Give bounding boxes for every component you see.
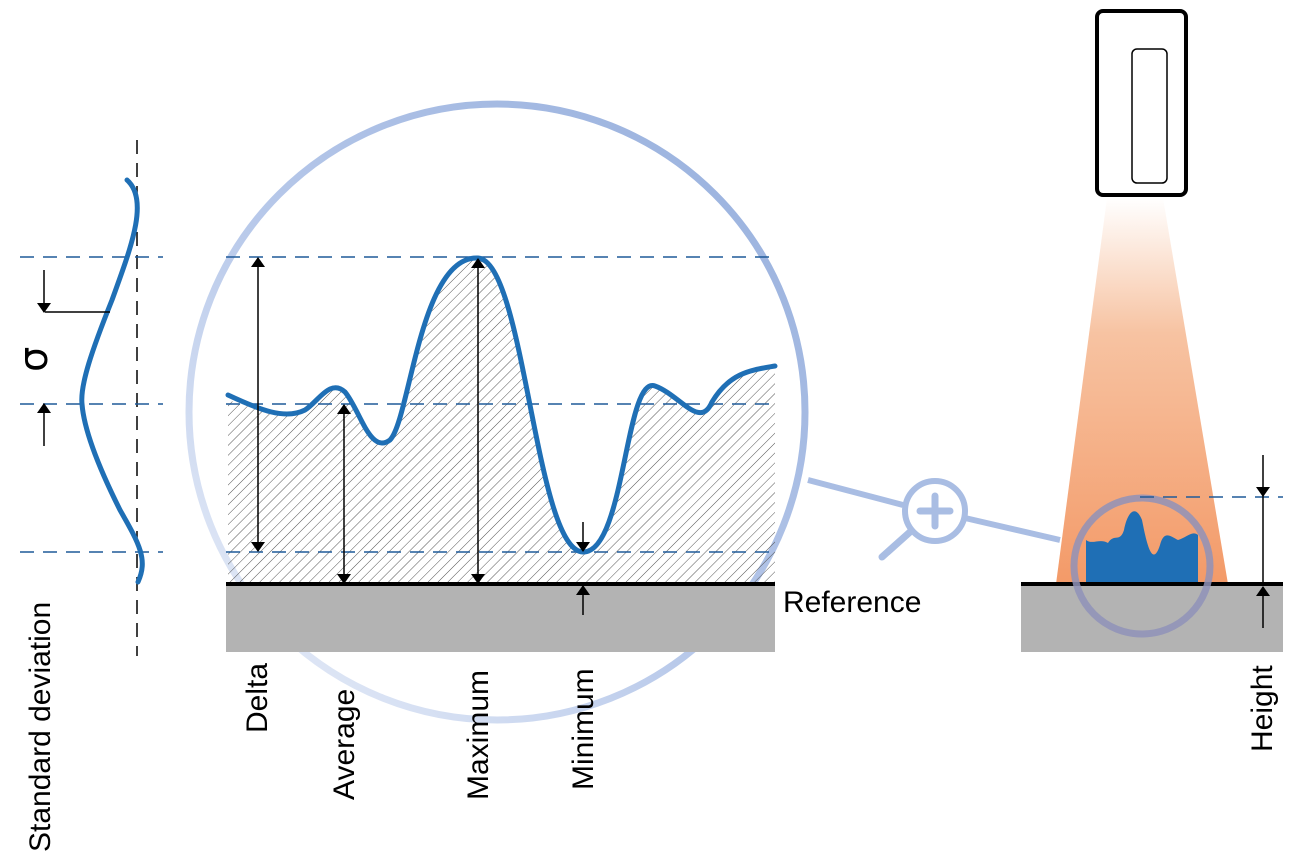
sigma-symbol: σ [11, 347, 57, 372]
reference-ground [226, 584, 775, 652]
sample-ground [1021, 584, 1283, 652]
height-panel: Height [1021, 9, 1283, 752]
standard-deviation-label: Standard deviation [24, 602, 57, 852]
sensor-device-icon [1095, 9, 1188, 197]
delta-label: Delta [241, 663, 274, 733]
standard-deviation-panel: σ Standard deviation [11, 140, 163, 852]
distribution-curve [79, 177, 145, 585]
height-label: Height [1246, 665, 1279, 752]
magnifier-plus-icon [807, 477, 1061, 561]
sample-profile [1086, 511, 1198, 584]
average-label: Average [328, 689, 361, 800]
profile-panel: Reference Delta Average Maximum Minimum [225, 255, 921, 800]
zoom-ring [1070, 494, 1214, 638]
minimum-label: Minimum [567, 668, 600, 790]
maximum-label: Maximum [462, 670, 495, 800]
surface-profile-curve [225, 255, 778, 555]
sensor-beam [1056, 198, 1228, 584]
magnifier-ring [185, 100, 809, 724]
hatched-area [228, 257, 775, 584]
reference-label: Reference [783, 586, 921, 619]
